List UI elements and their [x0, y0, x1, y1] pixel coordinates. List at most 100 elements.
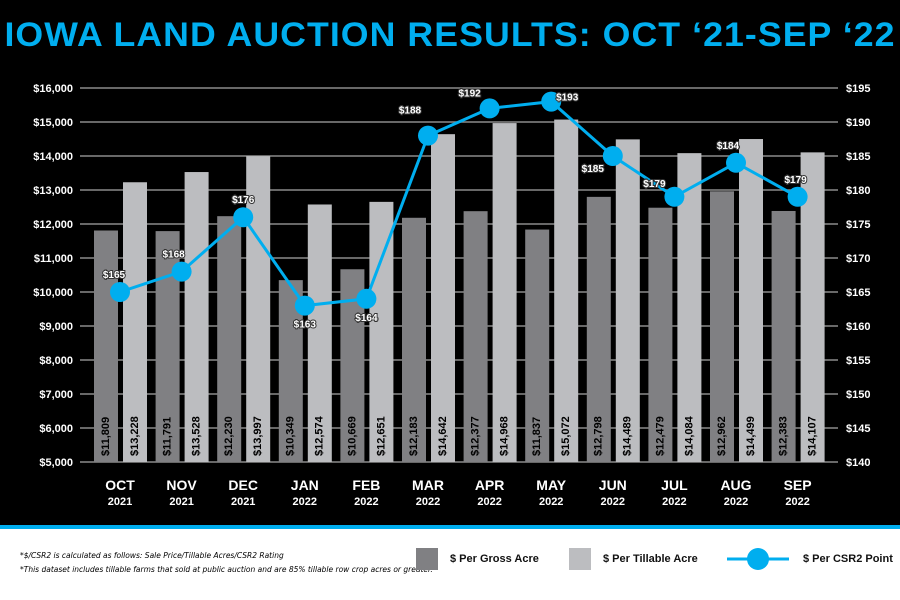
y-tick-label: $15,000	[33, 117, 73, 129]
x-tick-month: DEC	[228, 477, 258, 493]
bar-gross-label: $11,809	[100, 417, 112, 456]
chart-title: IOWA LAND AUCTION RESULTS: OCT ‘21-SEP ‘…	[4, 16, 896, 54]
y2-tick-label: $180	[846, 185, 870, 197]
bar-tillable-label: $14,642	[437, 416, 449, 456]
x-tick-year: 2022	[724, 496, 748, 508]
csr2-point-label: $179	[643, 179, 666, 190]
x-tick-year: 2022	[354, 496, 378, 508]
csr2-point	[294, 295, 315, 316]
bar-tillable	[492, 123, 517, 462]
csr2-point-label: $163	[294, 320, 317, 331]
x-tick-month: JUL	[661, 477, 688, 493]
csr2-point	[479, 98, 500, 119]
x-tick-month: NOV	[166, 477, 197, 493]
y-tick-label: $13,000	[33, 185, 73, 197]
accent-divider	[0, 525, 900, 529]
bar-tillable	[739, 139, 763, 462]
csr2-point-label: $188	[399, 106, 422, 117]
x-tick-month: MAY	[536, 477, 566, 493]
bar-gross-label: $10,669	[346, 416, 358, 456]
x-tick-month: AUG	[720, 477, 751, 493]
bar-gross-label: $11,791	[162, 417, 174, 456]
bar-tillable-label: $13,997	[252, 416, 264, 456]
csr2-point	[787, 186, 808, 207]
csr2-line	[119, 100, 799, 308]
bar-gross	[771, 210, 796, 462]
y2-tick-label: $155	[846, 355, 870, 367]
bar-tillable	[800, 152, 825, 462]
bar-tillable-label: $14,107	[807, 416, 819, 456]
bar-tillable	[307, 204, 332, 462]
bar-tillable-label: $12,651	[375, 416, 387, 456]
x-tick-month: JAN	[291, 477, 319, 493]
y-tick-label: $9,000	[39, 321, 73, 333]
y2-tick-label: $195	[846, 83, 870, 95]
bar-tillable-label: $14,968	[499, 416, 511, 456]
x-tick-month: FEB	[352, 477, 380, 493]
x-tick-year: 2022	[662, 496, 686, 508]
bar-gross	[94, 230, 118, 462]
footnote: *$/CSR2 is calculated as follows: Sale P…	[20, 551, 284, 560]
x-tick-year: 2022	[785, 496, 809, 508]
bar-tillable-label: $13,528	[191, 416, 203, 456]
bar-tillable	[369, 201, 394, 462]
bar-tillable	[123, 182, 147, 463]
footnote: *This dataset includes tillable farms th…	[20, 565, 433, 574]
y2-tick-label: $190	[846, 117, 870, 129]
bar-gross	[710, 191, 734, 463]
bar-gross	[217, 216, 242, 462]
x-tick-year: 2022	[416, 496, 440, 508]
y2-tick-label: $150	[846, 389, 870, 401]
y2-tick-label: $165	[846, 287, 870, 299]
csr2-point	[171, 261, 192, 282]
y-tick-label: $14,000	[33, 151, 73, 163]
bar-gross	[525, 229, 550, 462]
y-tick-label: $11,000	[34, 253, 73, 265]
footnotes: *$/CSR2 is calculated as follows: Sale P…	[20, 549, 433, 577]
csr2-point-label: $176	[232, 195, 255, 206]
csr2-point	[356, 288, 377, 309]
bar-tillable	[554, 119, 579, 462]
bar-gross-label: $11,837	[531, 417, 543, 456]
y-tick-label: $12,000	[33, 219, 73, 231]
csr2-point	[726, 152, 746, 173]
y-tick-label: $10,000	[33, 287, 73, 299]
x-tick-year: 2021	[231, 496, 255, 508]
csr2-point	[418, 125, 438, 146]
csr2-point-label: $164	[355, 313, 378, 324]
legend-label: $ Per CSR2 Point	[803, 553, 893, 565]
y2-tick-label: $145	[846, 423, 870, 435]
y2-tick-label: $170	[846, 253, 870, 265]
bar-tillable-label: $13,228	[129, 416, 141, 456]
csr2-point-label: $192	[458, 88, 481, 99]
csr2-point-label: $168	[162, 250, 185, 261]
csr2-point	[110, 282, 130, 302]
bar-gross-label: $12,383	[778, 416, 790, 456]
bar-tillable-label: $14,499	[745, 416, 757, 456]
y2-tick-label: $160	[846, 321, 870, 333]
x-tick-month: APR	[475, 477, 505, 493]
legend-swatch-tillable	[569, 548, 591, 570]
legend-gross: $ Per Gross Acre	[416, 548, 539, 570]
bar-gross-label: $12,183	[408, 416, 420, 456]
bar-tillable-label: $15,072	[560, 416, 572, 456]
bar-gross-label: $12,230	[223, 416, 235, 456]
x-tick-year: 2021	[108, 496, 132, 508]
bar-tillable-label: $12,574	[314, 415, 326, 456]
bar-gross	[648, 207, 673, 462]
legend-line-marker-icon	[727, 548, 789, 570]
bar-gross-label: $12,479	[654, 416, 666, 456]
y2-tick-label: $175	[846, 219, 870, 231]
x-tick-month: OCT	[105, 477, 135, 493]
bar-gross	[402, 217, 426, 462]
bar-gross-label: $10,349	[285, 416, 297, 456]
bar-gross-label: $12,377	[470, 416, 482, 456]
x-tick-year: 2022	[293, 496, 317, 508]
bar-tillable-label: $14,084	[683, 415, 695, 456]
csr2-point	[541, 91, 562, 112]
bar-tillable-label: $14,489	[622, 416, 634, 456]
x-tick-year: 2021	[169, 496, 193, 508]
y2-tick-label: $185	[846, 151, 870, 163]
bar-tillable	[184, 172, 209, 462]
legend-tillable: $ Per Tillable Acre	[569, 548, 698, 570]
